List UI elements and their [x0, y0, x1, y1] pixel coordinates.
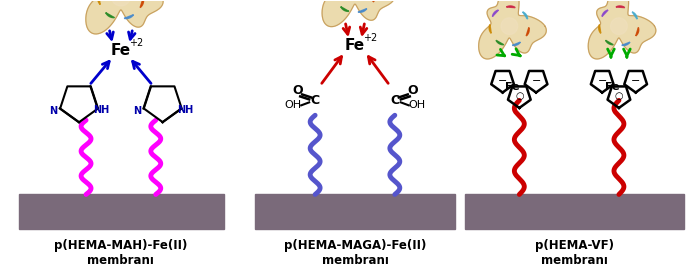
Polygon shape — [341, 7, 349, 11]
Polygon shape — [140, 0, 143, 8]
Polygon shape — [111, 0, 130, 6]
Text: N: N — [133, 106, 141, 116]
Polygon shape — [106, 13, 114, 18]
Text: C: C — [311, 94, 320, 107]
Polygon shape — [526, 27, 529, 36]
Text: −: − — [531, 76, 540, 86]
Polygon shape — [124, 15, 134, 18]
Text: OH: OH — [408, 100, 426, 110]
Text: OH: OH — [285, 100, 302, 110]
Text: O: O — [407, 84, 418, 97]
Polygon shape — [492, 10, 498, 17]
Text: ○: ○ — [615, 91, 623, 101]
Text: Fe: Fe — [505, 81, 519, 92]
Text: p(HEMA-MAGA)-Fe(II)
membranı: p(HEMA-MAGA)-Fe(II) membranı — [284, 239, 426, 267]
Polygon shape — [506, 6, 515, 8]
Text: p(HEMA-MAH)-Fe(II)
membranı: p(HEMA-MAH)-Fe(II) membranı — [54, 239, 188, 267]
Polygon shape — [616, 6, 625, 8]
Text: −: − — [498, 76, 508, 86]
Polygon shape — [479, 0, 546, 59]
Bar — [256, 194, 454, 229]
Text: NH: NH — [177, 104, 193, 115]
Polygon shape — [322, 0, 395, 27]
Polygon shape — [523, 12, 528, 19]
Polygon shape — [588, 0, 656, 59]
Text: −: − — [631, 76, 640, 86]
Text: +2: +2 — [129, 38, 143, 48]
Polygon shape — [622, 42, 630, 46]
Text: +2: +2 — [363, 33, 377, 43]
Text: N: N — [50, 106, 57, 116]
Bar — [20, 194, 223, 229]
Polygon shape — [358, 9, 367, 12]
Text: Fe: Fe — [111, 43, 131, 59]
Text: p(HEMA-VF)
membranı: p(HEMA-VF) membranı — [535, 239, 614, 267]
Polygon shape — [602, 10, 608, 17]
Bar — [465, 194, 684, 229]
Text: O: O — [292, 84, 302, 97]
Polygon shape — [489, 25, 491, 33]
Polygon shape — [636, 27, 638, 36]
Text: ○: ○ — [515, 91, 524, 101]
Polygon shape — [496, 40, 504, 45]
Polygon shape — [512, 42, 520, 46]
Text: Fe: Fe — [605, 81, 619, 92]
Polygon shape — [373, 0, 376, 2]
Text: Fe: Fe — [345, 38, 365, 53]
Polygon shape — [98, 0, 100, 4]
Polygon shape — [598, 25, 601, 33]
Polygon shape — [86, 0, 163, 34]
Text: −: − — [598, 76, 607, 86]
Polygon shape — [606, 40, 613, 45]
Polygon shape — [610, 18, 627, 34]
Text: C: C — [391, 94, 400, 107]
Text: NH: NH — [93, 104, 109, 115]
Polygon shape — [632, 12, 637, 19]
Polygon shape — [501, 18, 518, 34]
